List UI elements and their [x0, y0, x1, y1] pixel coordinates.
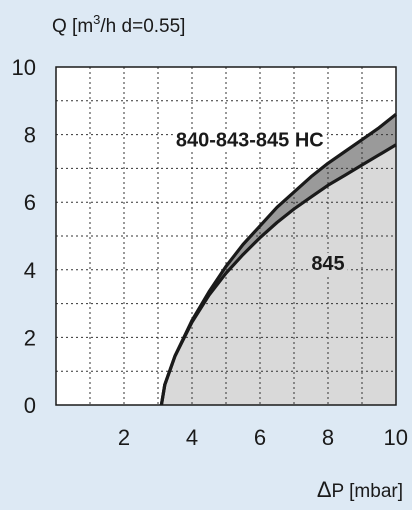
annotation-hc: 840-843-845 HC: [172, 129, 327, 152]
curve-845: [159, 143, 397, 406]
annotation-label: 840-843-845 HC: [176, 130, 324, 152]
y-tick-label: 4: [24, 258, 36, 283]
y-tick-label: 6: [24, 190, 36, 215]
y-tick-labels: 0 2 4 6 8 10: [12, 55, 36, 418]
area-between-curves: [161, 114, 396, 406]
y-tick-label: 10: [12, 55, 36, 80]
curve-annotations: 840-843-845 HC 845: [172, 129, 348, 276]
y-axis-label-superscript: 3: [93, 12, 100, 27]
x-tick-label: 6: [254, 425, 266, 450]
x-tick-label: 4: [186, 425, 198, 450]
grid-lines: [56, 67, 396, 405]
annotation-background: [172, 129, 327, 152]
annotation-background: [308, 253, 348, 276]
x-axis-label: ΔP [mbar]: [317, 477, 403, 502]
y-tick-label: 8: [24, 123, 36, 148]
x-tick-label: 2: [118, 425, 130, 450]
y-axis-label: Q [m3/h d=0.55]: [52, 12, 185, 37]
y-axis-label-prefix: Q [m: [52, 16, 93, 37]
annotation-845: 845: [308, 253, 348, 276]
annotation-label: 845: [311, 253, 344, 275]
y-tick-label: 2: [24, 325, 36, 350]
x-tick-labels: 2 4 6 8 10: [118, 425, 408, 450]
x-axis-label-text: P [mbar]: [332, 481, 403, 502]
y-tick-label: 0: [24, 393, 36, 418]
x-tick-label: 8: [322, 425, 334, 450]
x-tick-label: 10: [384, 425, 408, 450]
area-under-curves: [161, 144, 396, 405]
y-axis-label-suffix: /h d=0.55]: [100, 16, 185, 37]
plot-border: [55, 66, 397, 406]
x-axis-label-delta: Δ: [317, 477, 332, 502]
